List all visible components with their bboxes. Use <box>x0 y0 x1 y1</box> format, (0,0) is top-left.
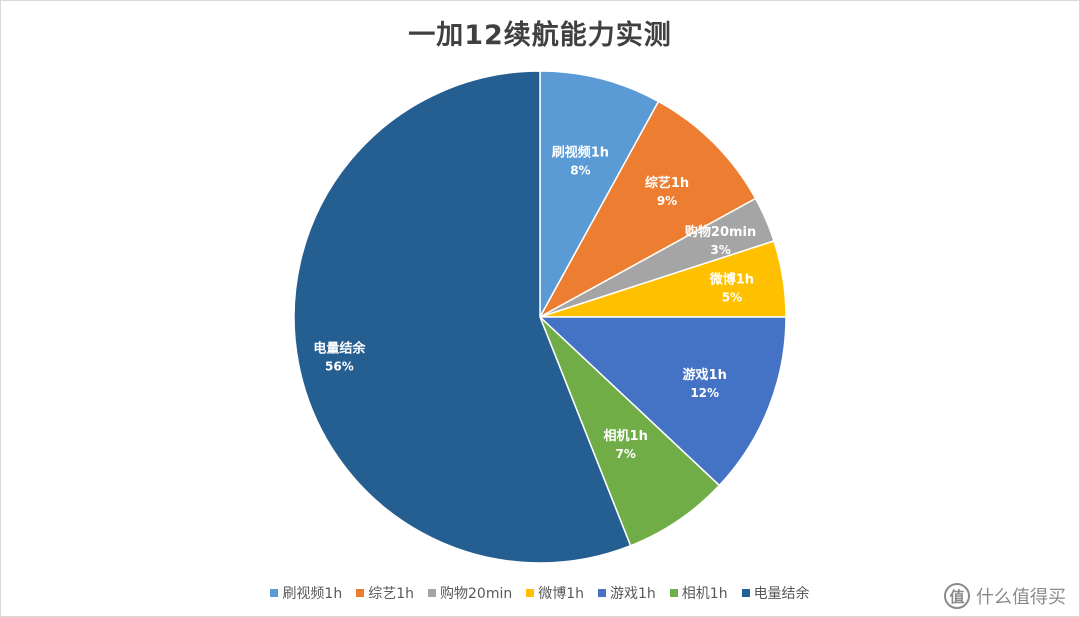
legend-swatch <box>270 589 279 597</box>
chart-legend: 刷视频1h 综艺1h 购物20min 微博1h 游戏1h 相机1h 电量结余 <box>0 583 1080 603</box>
legend-item: 电量结余 <box>741 583 810 603</box>
slice-category-label: 相机1h <box>604 428 648 444</box>
watermark-logo: 值 <box>944 583 970 609</box>
legend-label: 电量结余 <box>753 586 810 602</box>
slice-value-label: 12% <box>690 386 719 400</box>
slice-value-label: 8% <box>570 164 590 178</box>
legend-swatch <box>669 589 678 597</box>
legend-item: 相机1h <box>669 583 728 603</box>
slice-value-label: 56% <box>325 359 354 373</box>
legend-label: 相机1h <box>681 586 728 602</box>
slice-value-label: 5% <box>722 291 742 305</box>
slice-category-label: 购物20min <box>685 224 756 240</box>
legend-label: 游戏1h <box>610 586 656 602</box>
slice-category-label: 刷视频1h <box>552 145 609 161</box>
slice-value-label: 7% <box>616 447 636 461</box>
legend-label: 综艺1h <box>368 586 414 602</box>
slice-category-label: 综艺1h <box>645 175 689 191</box>
legend-item: 游戏1h <box>598 583 656 603</box>
pie-slice-6 <box>539 316 721 547</box>
pie-slice-1 <box>539 70 660 318</box>
legend-label: 微博1h <box>538 586 584 602</box>
pie-slice-2 <box>538 100 757 319</box>
slice-category-label: 微博1h <box>709 272 754 288</box>
legend-label: 购物20min <box>440 586 513 602</box>
pie-labels: 刷视频1h 8% 综艺1h 9% 购物20min 3% 微博1h 5% 游戏1h 12% 相机1h 7… <box>313 145 756 461</box>
legend-item: 综艺1h <box>356 583 414 603</box>
watermark-text: 什么值得买 <box>976 587 1066 608</box>
legend-swatch <box>356 589 365 597</box>
pie-slice-5 <box>538 316 787 487</box>
legend-swatch <box>741 589 750 597</box>
chart-title: 一加12续航能力实测 <box>408 20 672 51</box>
legend-item: 刷视频1h <box>270 583 342 603</box>
slice-value-label: 3% <box>710 243 730 257</box>
legend-label: 刷视频1h <box>282 586 343 602</box>
watermark: 值 什么值得买 <box>944 583 1066 609</box>
legend-item: 微博1h <box>526 583 584 603</box>
legend-item: 购物20min <box>428 583 512 603</box>
slice-category-label: 游戏1h <box>683 367 727 383</box>
legend-swatch <box>526 589 535 597</box>
pie-slice-7 <box>293 70 632 564</box>
legend-swatch <box>428 589 436 597</box>
slice-category-label: 电量结余 <box>313 340 366 356</box>
legend-swatch <box>598 589 606 597</box>
slice-value-label: 9% <box>657 194 677 208</box>
pie-slices <box>293 70 787 564</box>
